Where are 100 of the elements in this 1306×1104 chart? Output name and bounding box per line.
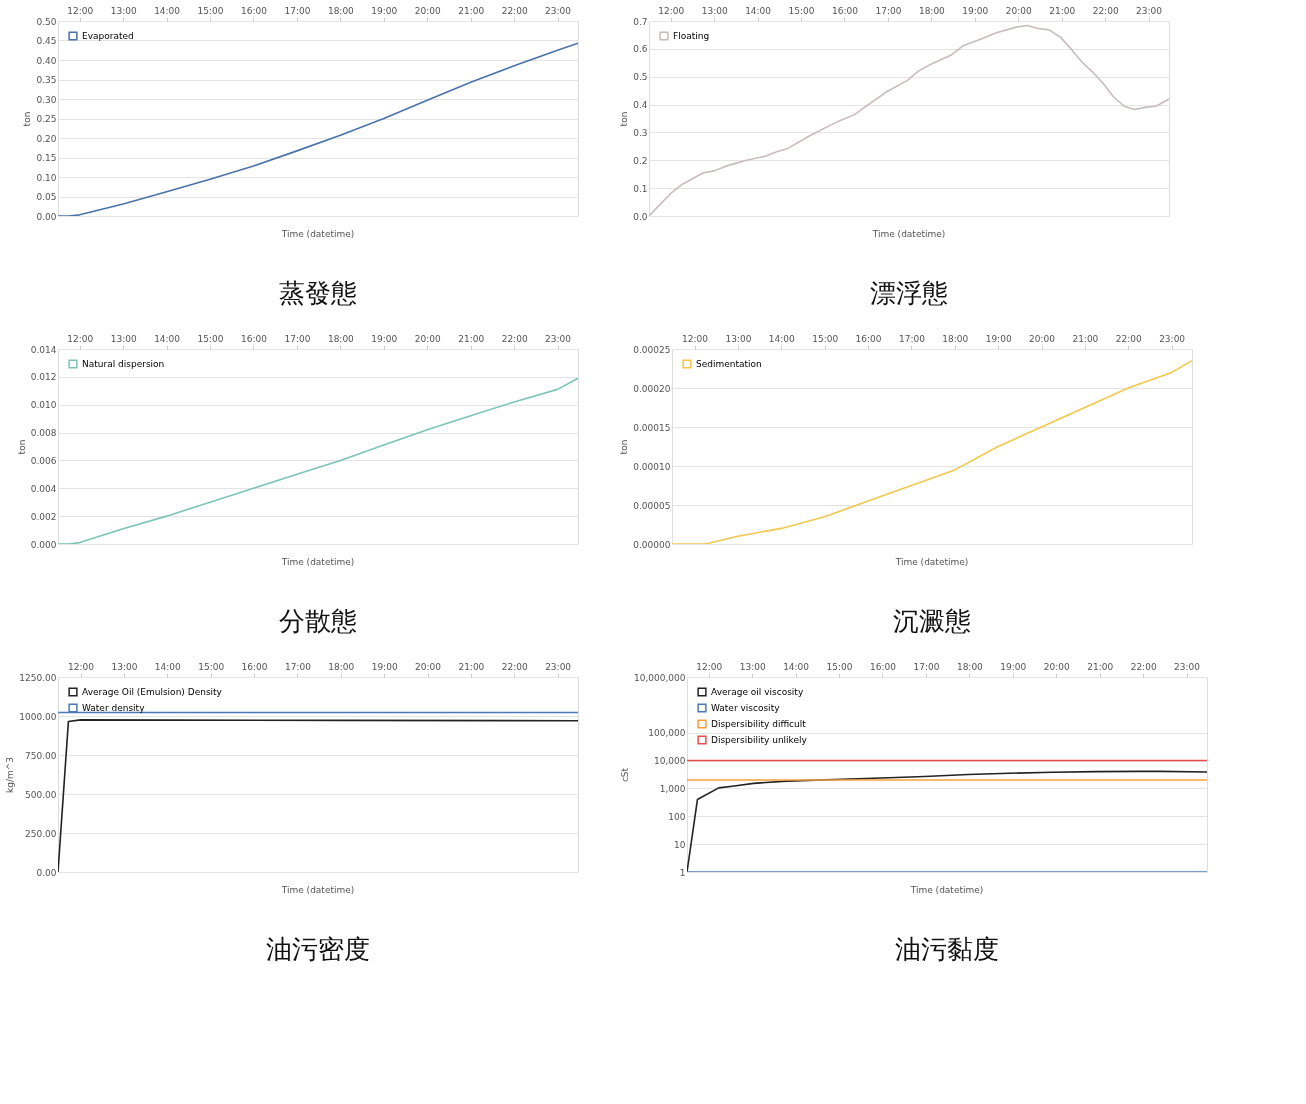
x-axis-title: Time (datetime) [894,557,969,567]
legend-label: Dispersibility unlikely [711,735,808,745]
line-series [58,377,578,544]
x-tick-label: 22:00 [1092,5,1119,16]
x-tick-label: 23:00 [545,661,572,672]
y-tick-label: 1 [679,867,686,878]
x-tick-label: 16:00 [241,5,268,16]
y-tick-label: 0.20 [36,133,57,144]
y-tick-label: 0.45 [36,36,57,46]
x-tick-label: 12:00 [658,5,685,16]
x-tick-label: 20:00 [1005,5,1032,16]
x-tick-label: 22:00 [501,5,528,16]
y-tick-label: 0.40 [36,55,57,66]
x-tick-label: 22:00 [1115,333,1142,344]
x-tick-label: 18:00 [956,661,984,672]
x-tick-label: 19:00 [962,5,989,16]
y-tick-label: 0.50 [36,16,57,27]
y-tick-label: 100,000 [648,728,686,739]
y-tick-label: 0.35 [36,75,57,85]
y-tick-label: 0.006 [30,455,57,466]
x-tick-label: 14:00 [154,661,182,672]
legend-label: Water density [82,703,146,713]
x-tick-label: 21:00 [1049,5,1076,16]
y-tick-label: 0.05 [36,192,57,202]
x-tick-label: 20:00 [1029,333,1056,344]
y-tick-label: 100 [668,811,686,822]
legend-label: Dispersibility difficult [711,719,807,729]
y-tick-label: 0.00010 [633,461,671,472]
x-tick-label: 21:00 [1087,661,1114,672]
text: 油污黏度 [895,934,999,964]
text: 蒸發態 [279,278,357,308]
y-tick-label: 0.10 [36,172,57,183]
y-tick-label: 0.008 [30,428,57,439]
x-tick-label: 17:00 [284,333,311,344]
y-tick-label: 0.30 [36,94,57,105]
x-tick-label: 12:00 [696,661,723,672]
x-tick-label: 17:00 [898,333,926,344]
y-tick-label: 0.00015 [633,422,671,433]
y-tick-label: 0.25 [36,114,57,124]
x-tick-label: 18:00 [918,5,946,16]
y-tick-label: 0.00 [36,211,57,222]
x-tick-label: 16:00 [241,661,268,672]
legend-label: Water viscosity [711,703,781,713]
x-axis-title: Time (datetime) [871,229,946,239]
y-tick-label: 0.012 [30,372,57,383]
x-tick-label: 22:00 [1130,661,1157,672]
y-tick-label: 0.004 [30,483,57,494]
legend-label: Average Oil (Emulsion) Density [82,687,223,697]
x-tick-label: 20:00 [414,333,441,344]
x-tick-label: 17:00 [284,661,312,672]
x-tick-label: 19:00 [371,333,398,344]
x-tick-label: 13:00 [110,5,137,16]
text: 分散態 [279,606,357,636]
line-series [58,42,578,216]
x-tick-label: 13:00 [701,5,728,16]
x-tick-label: 14:00 [768,333,796,344]
x-tick-label: 14:00 [745,5,772,16]
y-axis-title: cSt [619,767,630,783]
x-tick-label: 19:00 [985,333,1012,344]
x-tick-label: 19:00 [371,661,398,672]
x-axis-title: Time (datetime) [280,557,355,567]
x-tick-label: 17:00 [284,5,311,16]
y-tick-label: 0.4 [633,100,648,111]
line-series [687,770,1207,872]
line-series [58,719,578,872]
x-tick-label: 17:00 [913,661,940,672]
x-tick-label: 13:00 [111,661,138,672]
y-tick-label: 0.002 [30,511,57,522]
y-tick-label: 0.6 [633,44,648,55]
y-tick-label: 250.00 [25,828,57,839]
y-tick-label: 10,000,000 [633,672,686,683]
y-axis-title: kg/m^3 [5,757,16,793]
y-tick-label: 0.1 [633,183,648,194]
x-axis-title: Time (datetime) [280,229,355,239]
x-tick-label: 18:00 [328,661,355,672]
x-tick-label: 18:00 [327,5,355,16]
x-tick-label: 14:00 [154,333,181,344]
legend-label: Average oil viscosity [711,687,804,697]
legend-label: Floating [673,31,710,41]
x-tick-label: 13:00 [725,333,752,344]
x-tick-label: 23:00 [545,5,572,16]
y-tick-label: 0.00005 [633,500,671,511]
x-tick-label: 16:00 [241,333,268,344]
x-tick-label: 15:00 [812,333,839,344]
x-tick-label: 15:00 [826,661,853,672]
x-tick-label: 22:00 [501,661,528,672]
x-tick-label: 15:00 [788,5,815,16]
y-tick-label: 0.00000 [633,539,671,550]
y-tick-label: 0.014 [30,344,57,355]
x-tick-label: 13:00 [110,333,137,344]
x-tick-label: 21:00 [1072,333,1099,344]
text: 沉澱態 [893,606,971,636]
y-tick-label: 0.15 [36,153,57,163]
y-axis-title: ton [619,439,630,455]
y-tick-label: 0.00020 [633,383,671,394]
x-tick-label: 18:00 [327,333,355,344]
y-tick-label: 750.00 [25,750,57,761]
text: 油污密度 [266,934,370,964]
y-tick-label: 0.2 [633,155,648,166]
y-tick-label: 0.0 [633,211,648,222]
